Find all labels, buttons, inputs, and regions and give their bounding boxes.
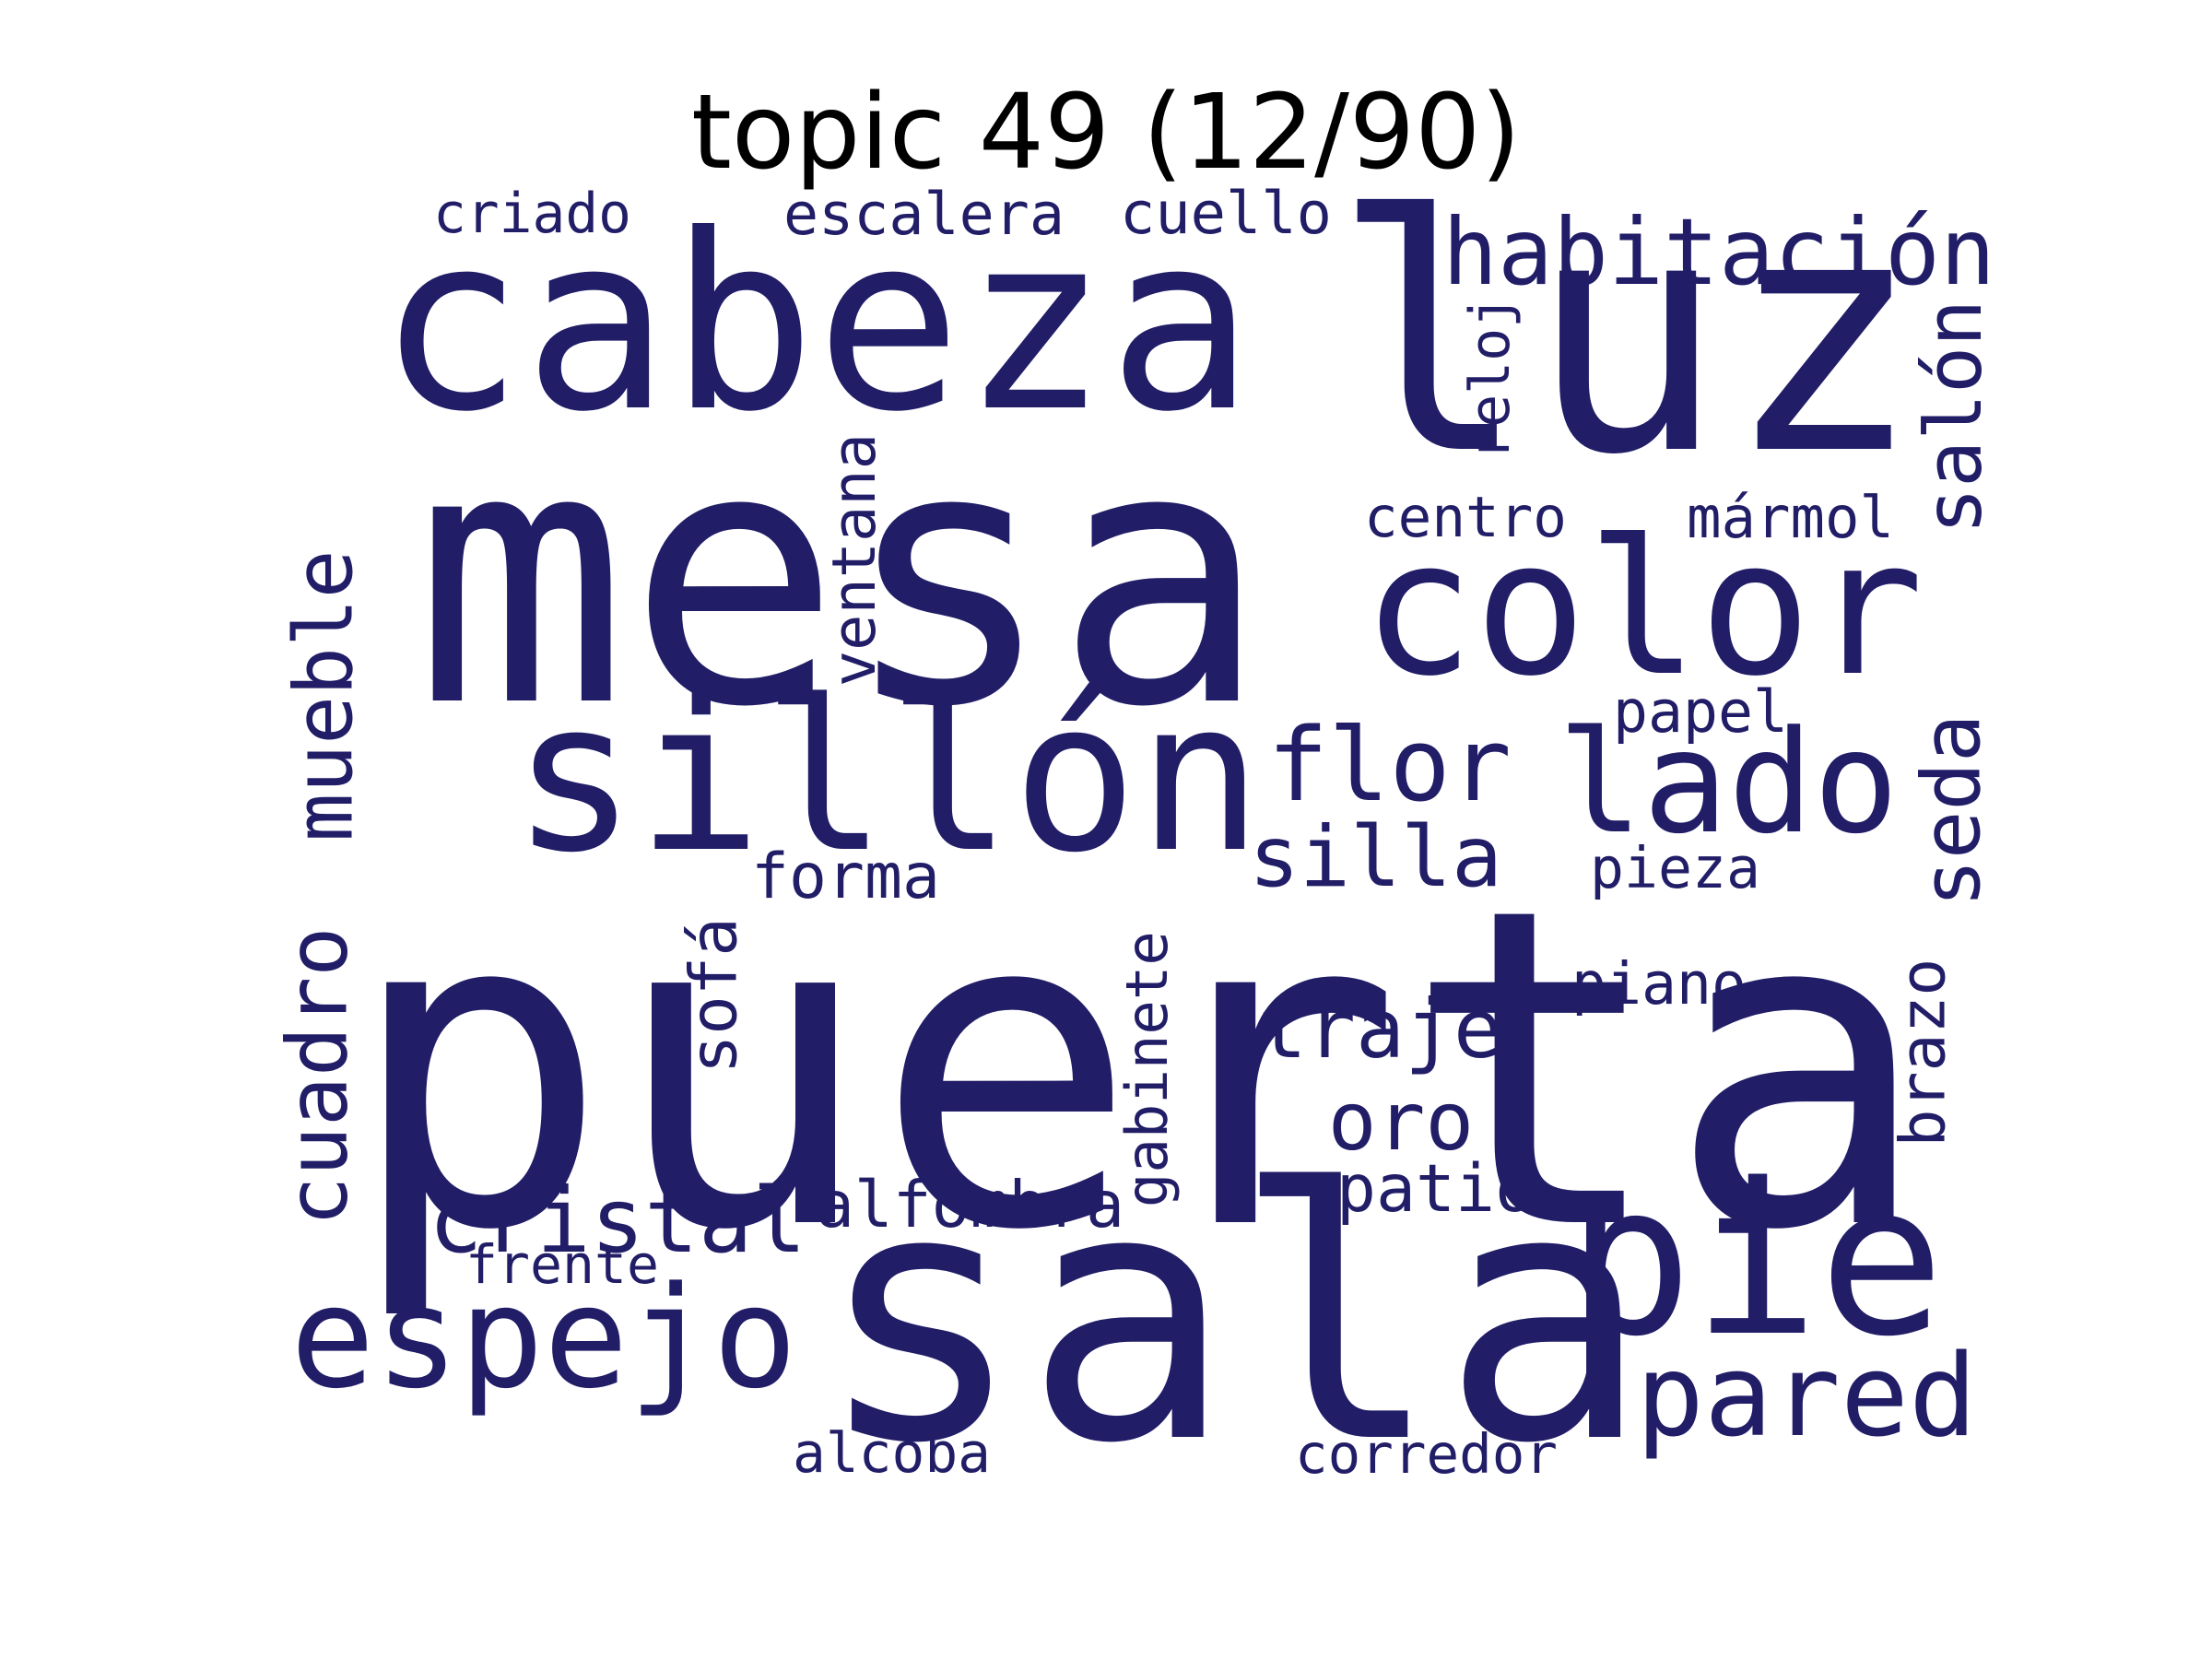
word-salón: salón <box>1907 300 1999 535</box>
word-centro: centro <box>1364 485 1567 551</box>
word-reloj: reloj <box>1458 295 1523 461</box>
word-flor: flor <box>1267 705 1512 824</box>
word-cuello: cuello <box>1120 179 1332 248</box>
word-mueble: mueble <box>276 549 371 842</box>
word-frente: frente <box>465 1233 659 1297</box>
word-oro: oro <box>1327 1074 1475 1169</box>
word-corredor: corredor <box>1295 1421 1558 1486</box>
word-traje: traje <box>1258 982 1502 1077</box>
word-color: color <box>1361 499 1924 717</box>
word-mármol: mármol <box>1687 484 1894 552</box>
word-pieza: pieza <box>1590 835 1760 901</box>
word-sala: sala <box>816 1115 1650 1520</box>
word-forma: forma <box>751 841 940 914</box>
word-silla: silla <box>1249 807 1502 907</box>
word-ventana: ventana <box>818 433 889 687</box>
word-espejo: espejo <box>290 1256 797 1420</box>
word-cristal: cristal <box>429 1169 806 1274</box>
chart-title: topic 49 (12/90) <box>690 73 1522 193</box>
word-gabinete: gabinete <box>1112 931 1181 1207</box>
word-sofá: sofá <box>675 917 752 1074</box>
word-alfombra: alfombra <box>816 1167 1124 1242</box>
word-criado: criado <box>433 182 631 246</box>
word-papel: papel <box>1613 677 1788 746</box>
word-alcoba: alcoba <box>793 1421 991 1486</box>
word-pared: pared <box>1636 1329 1977 1462</box>
word-pie: pie <box>1567 1138 1945 1382</box>
word-brazo: brazo <box>1887 959 1960 1147</box>
word-sillón: sillón <box>512 657 1263 900</box>
word-piano: piano <box>1571 948 1747 1018</box>
word-luz: luz <box>1332 145 1922 526</box>
word-habitación: habitación <box>1442 199 1995 307</box>
word-cabeza: cabeza <box>377 182 1254 465</box>
word-seda: seda <box>1903 714 1998 908</box>
word-cuadro: cuadro <box>269 926 367 1226</box>
word-lado: lado <box>1558 700 1899 866</box>
word-mesa: mesa <box>414 371 1268 785</box>
word-escalera: escalera <box>783 179 1065 248</box>
word-puerta: puerta <box>346 816 1931 1327</box>
word-patio: patio <box>1336 1150 1535 1228</box>
